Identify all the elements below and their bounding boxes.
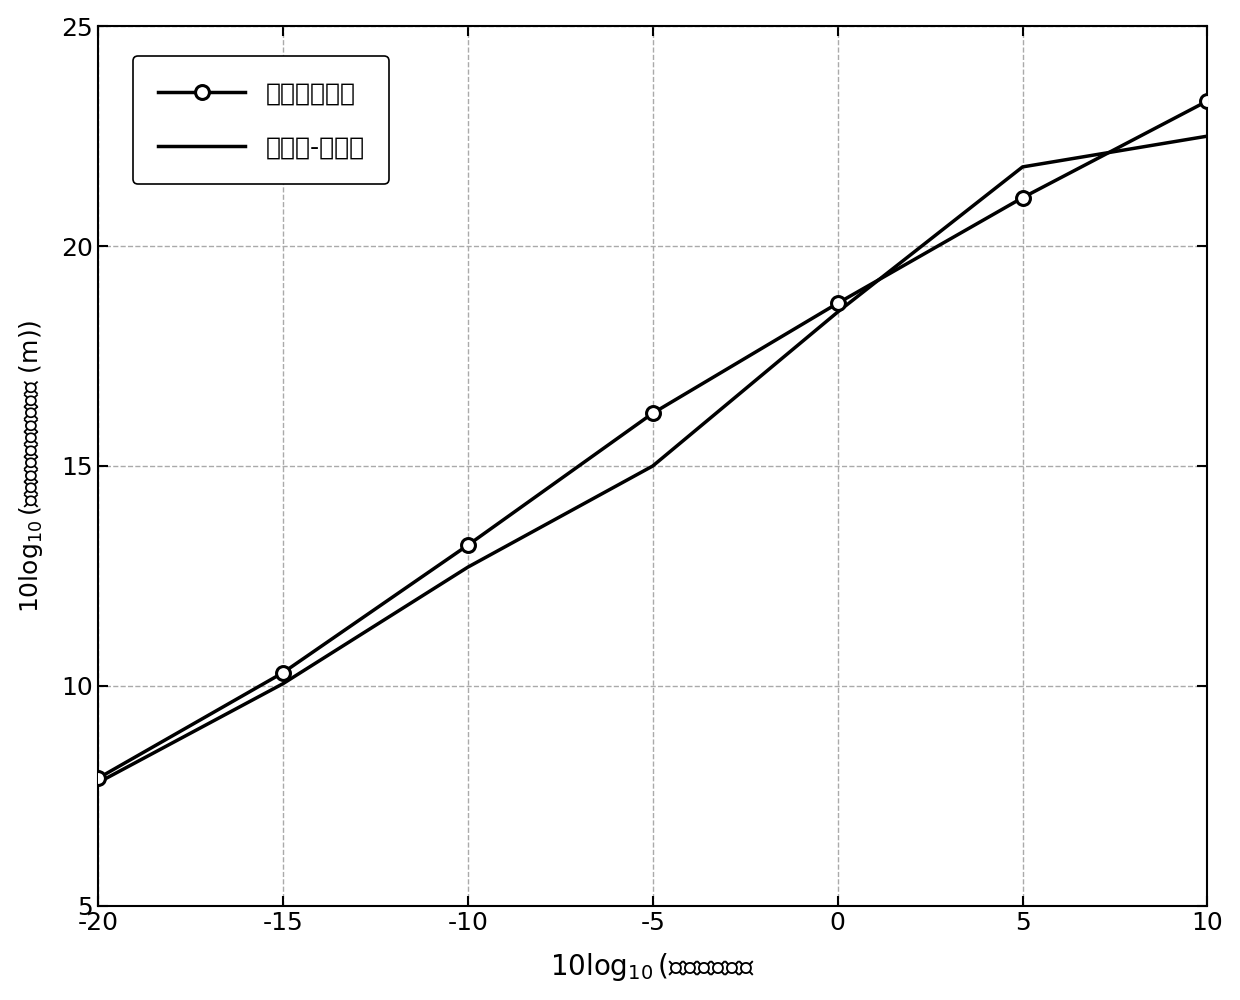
克拉美-罗下界: [831, 306, 846, 318]
克拉美-罗下界: [91, 777, 105, 789]
克拉美-罗下界: [645, 460, 660, 472]
本发明的方法: [91, 772, 105, 784]
本发明的方法: [645, 407, 660, 419]
克拉美-罗下界: [1200, 130, 1215, 142]
克拉美-罗下界: [275, 678, 290, 690]
Y-axis label: $10\log_{10}$(位置估计的均方根误差 (m)): $10\log_{10}$(位置估计的均方根误差 (m)): [16, 319, 45, 613]
本发明的方法: [460, 539, 475, 551]
Legend: 本发明的方法, 克拉美-罗下界: 本发明的方法, 克拉美-罗下界: [133, 56, 389, 184]
本发明的方法: [1200, 95, 1215, 107]
本发明的方法: [1016, 192, 1030, 204]
克拉美-罗下界: [1016, 161, 1030, 173]
本发明的方法: [275, 667, 290, 679]
Line: 本发明的方法: 本发明的方法: [91, 94, 1214, 785]
克拉美-罗下界: [460, 561, 475, 573]
本发明的方法: [831, 297, 846, 309]
X-axis label: $10\log_{10}$(噪声的功率）: $10\log_{10}$(噪声的功率）: [551, 951, 755, 983]
Line: 克拉美-罗下界: 克拉美-罗下界: [98, 136, 1208, 783]
